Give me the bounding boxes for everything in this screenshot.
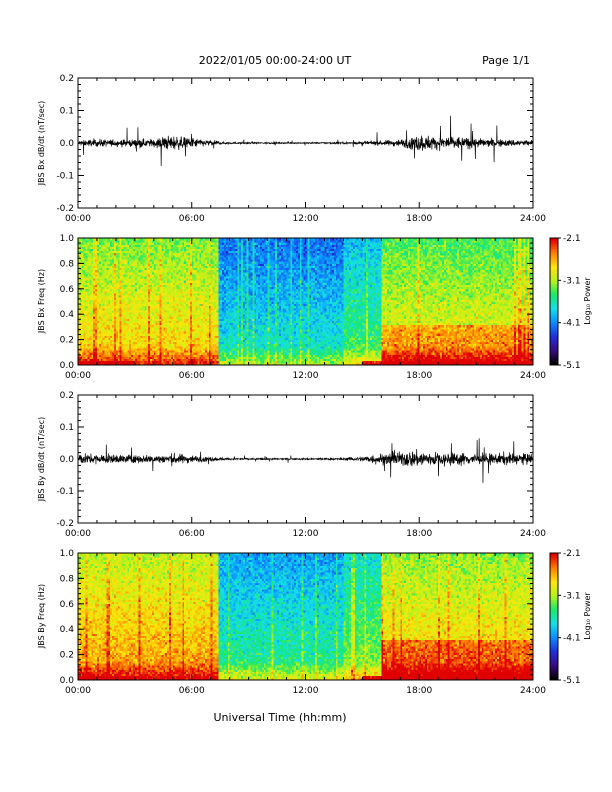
x-tick-label: 06:00 [179, 214, 205, 224]
y-tick-label: -0.1 [56, 172, 74, 182]
y-tick-label: 0.1 [60, 107, 74, 117]
y-tick-label: -0.2 [56, 204, 74, 214]
by-derivative-ylabel: JBS By dB/dt (nT/sec) [37, 417, 46, 503]
date-range: 2022/01/05 00:00-24:00 UT [199, 54, 352, 67]
y-tick-label: 0.2 [60, 74, 74, 84]
x-tick-label: 12:00 [293, 214, 319, 224]
x-axis-title: Universal Time (hh:mm) [214, 711, 347, 724]
spectrogram-cells-1 [78, 238, 533, 365]
x-tick-label: 18:00 [406, 214, 432, 224]
bx-colorbar-label: Log₁₀ Power [583, 277, 592, 325]
page-number: Page 1/1 [482, 54, 530, 67]
bx-spectrogram-ylabel: JBS Bx Freq (Hz) [37, 269, 46, 334]
by-colorbar-label: Log₁₀ Power [583, 592, 592, 640]
x-tick-label: 24:00 [520, 214, 546, 224]
by-spectrogram-ylabel: JBS By Freq (Hz) [37, 584, 46, 649]
y-tick-label: 0.0 [60, 139, 75, 149]
bx-derivative-ylabel: JBS Bx dB/dt (nT/sec) [37, 101, 46, 187]
x-tick-label: 00:00 [65, 214, 91, 224]
